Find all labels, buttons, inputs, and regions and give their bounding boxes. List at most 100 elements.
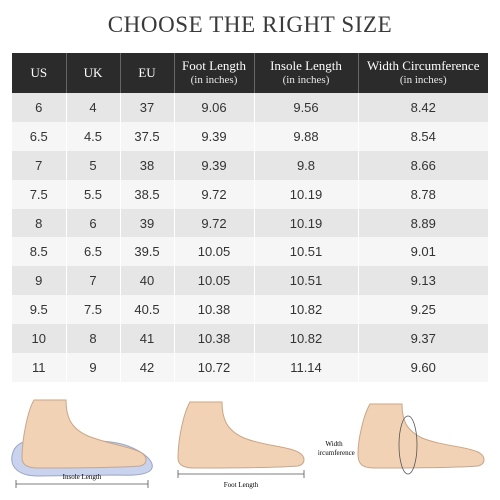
foot-shape <box>21 399 147 469</box>
table-cell: 38.5 <box>119 179 174 209</box>
table-cell: 5 <box>65 150 120 180</box>
column-header-label: Insole Length <box>270 58 342 73</box>
table-row: 8 6 39 9.72 10.19 8.89 <box>12 208 488 238</box>
table-cell: 7.5 <box>65 295 120 325</box>
width-circumference-illustration: Width Circumference <box>318 398 494 498</box>
table-cell: 9.39 <box>173 150 254 180</box>
table-cell: 38 <box>119 150 174 180</box>
table-cell: 10.82 <box>253 295 358 325</box>
column-header-unit: (in inches) <box>282 74 330 86</box>
table-cell: 9.01 <box>357 237 488 267</box>
column-header-label: US <box>30 65 48 80</box>
table-header-row: US UK EU Foot Length (in inches) Insole Lengt… <box>12 53 488 93</box>
table-cell: 10.05 <box>173 266 254 296</box>
column-header: Insole Length (in inches) <box>253 53 358 93</box>
foot-shape <box>357 403 485 469</box>
table-cell: 7 <box>65 266 120 296</box>
table-cell: 8.66 <box>357 150 488 180</box>
width-caption-line1: Width <box>325 440 343 448</box>
table-row: 11 9 42 10.72 11.14 9.60 <box>12 353 488 382</box>
table-cell: 6 <box>12 93 66 122</box>
column-header-label: EU <box>138 65 156 80</box>
column-header-label: UK <box>83 65 103 80</box>
table-cell: 9.56 <box>253 93 358 122</box>
table-cell: 4 <box>65 93 120 122</box>
table-cell: 9.5 <box>12 295 66 325</box>
table-cell: 9 <box>12 266 66 296</box>
table-cell: 5.5 <box>65 179 120 209</box>
table-cell: 4.5 <box>65 121 120 151</box>
table-cell: 39.5 <box>119 237 174 267</box>
table-cell: 10.82 <box>253 324 358 354</box>
column-header-label: Foot Length <box>182 58 246 73</box>
size-chart-table: US UK EU Foot Length (in inches) Insole Lengt… <box>12 53 488 382</box>
table-cell: 9.72 <box>173 179 254 209</box>
column-header: Width Circumference (in inches) <box>357 53 488 93</box>
table-cell: 6 <box>65 208 120 238</box>
table-row: 10 8 41 10.38 10.82 9.37 <box>12 324 488 354</box>
table-row: 7 5 38 9.39 9.8 8.66 <box>12 150 488 180</box>
foot-shape <box>177 401 305 469</box>
table-cell: 9.13 <box>357 266 488 296</box>
table-cell: 9.25 <box>357 295 488 325</box>
column-header-unit: (in inches) <box>399 74 447 86</box>
table-cell: 6.5 <box>12 121 66 151</box>
table-cell: 11 <box>12 353 66 382</box>
column-header: UK <box>65 53 120 93</box>
table-cell: 10.38 <box>173 324 254 354</box>
table-cell: 9.60 <box>357 353 488 382</box>
table-cell: 9.06 <box>173 93 254 122</box>
table-body: 6 4 37 9.06 9.56 8.42 6.5 4.5 37.5 9.39 9.88 8.54 7 5… <box>12 93 488 382</box>
table-cell: 40 <box>119 266 174 296</box>
table-cell: 8 <box>65 324 120 354</box>
table-cell: 40.5 <box>119 295 174 325</box>
table-cell: 10 <box>12 324 66 354</box>
page-title: CHOOSE THE RIGHT SIZE <box>107 12 393 37</box>
column-header: Foot Length (in inches) <box>173 53 254 93</box>
table-cell: 6.5 <box>65 237 120 267</box>
table-cell: 8.78 <box>357 179 488 209</box>
table-row: 9.5 7.5 40.5 10.38 10.82 9.25 <box>12 295 488 325</box>
table-cell: 10.51 <box>253 266 358 296</box>
table-row: 6 4 37 9.06 9.56 8.42 <box>12 93 488 122</box>
foot-length-caption: Foot Length <box>224 481 259 489</box>
table-row: 8.5 6.5 39.5 10.05 10.51 9.01 <box>12 237 488 267</box>
foot-length-illustration: Foot Length <box>170 398 320 498</box>
table-row: 9 7 40 10.05 10.51 9.13 <box>12 266 488 296</box>
table-cell: 9.39 <box>173 121 254 151</box>
table-cell: 9.8 <box>253 150 358 180</box>
column-header: EU <box>119 53 174 93</box>
width-caption-line2: Circumference <box>318 449 355 457</box>
table-cell: 9.88 <box>253 121 358 151</box>
column-header: US <box>12 53 66 93</box>
table-cell: 7.5 <box>12 179 66 209</box>
table-cell: 39 <box>119 208 174 238</box>
insole-length-illustration: Insole Length <box>8 398 158 498</box>
table-cell: 11.14 <box>253 353 358 382</box>
circumference-ring <box>398 415 418 475</box>
table-cell: 10.19 <box>253 179 358 209</box>
table-cell: 10.19 <box>253 208 358 238</box>
table-cell: 8.5 <box>12 237 66 267</box>
table-cell: 37 <box>119 93 174 122</box>
table-cell: 8.42 <box>357 93 488 122</box>
table-cell: 8 <box>12 208 66 238</box>
table-cell: 8.54 <box>357 121 488 151</box>
table-cell: 10.51 <box>253 237 358 267</box>
insole-length-caption: Insole Length <box>63 473 102 481</box>
table-cell: 37.5 <box>119 121 174 151</box>
table-cell: 9.72 <box>173 208 254 238</box>
table-cell: 10.72 <box>173 353 254 382</box>
table-cell: 42 <box>119 353 174 382</box>
table-cell: 7 <box>12 150 66 180</box>
table-row: 7.5 5.5 38.5 9.72 10.19 8.78 <box>12 179 488 209</box>
table-cell: 10.38 <box>173 295 254 325</box>
table-cell: 9 <box>65 353 120 382</box>
table-cell: 41 <box>119 324 174 354</box>
table-cell: 10.05 <box>173 237 254 267</box>
table-cell: 9.37 <box>357 324 488 354</box>
table-cell: 8.89 <box>357 208 488 238</box>
column-header-unit: (in inches) <box>190 74 238 86</box>
table-row: 6.5 4.5 37.5 9.39 9.88 8.54 <box>12 121 488 151</box>
column-header-label: Width Circumference <box>367 58 480 73</box>
